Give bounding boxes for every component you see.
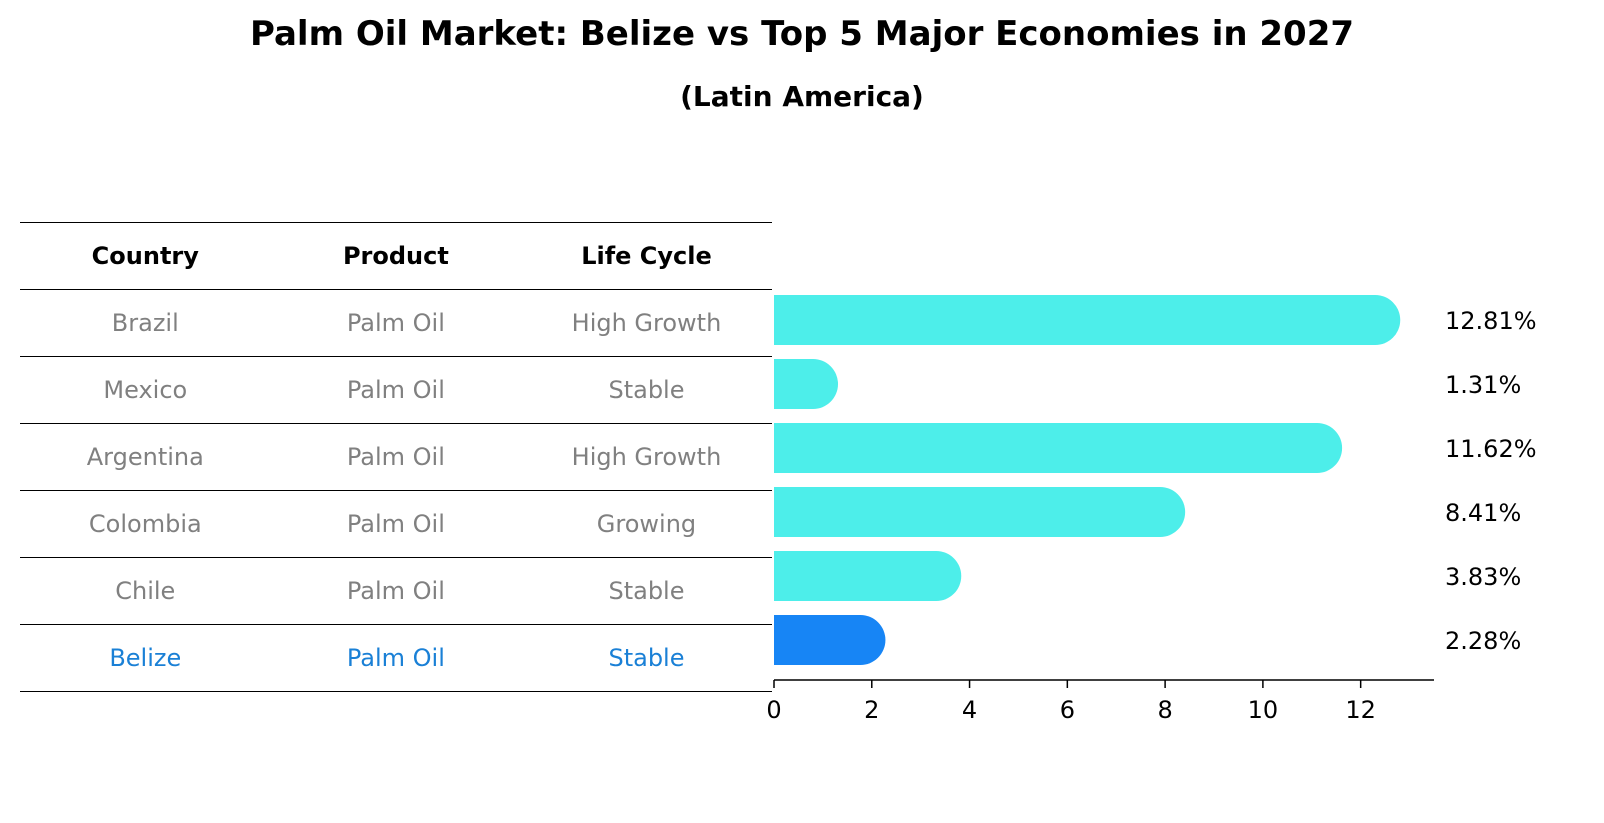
table-row: Brazil Palm Oil High Growth bbox=[20, 289, 772, 356]
bar-value-label: 2.28% bbox=[1445, 627, 1521, 655]
bar-value-label: 11.62% bbox=[1445, 435, 1537, 463]
data-table: Country Product Life Cycle Brazil Palm Oil Hi… bbox=[20, 222, 772, 692]
table-header-cell: Country bbox=[91, 242, 199, 270]
table-row: Colombia Palm Oil Growing bbox=[20, 490, 772, 557]
table-row: Belize Palm Oil Stable bbox=[20, 624, 772, 692]
table-cell: Stable bbox=[608, 644, 685, 672]
bar-value-label: 12.81% bbox=[1445, 307, 1537, 335]
table-cell: Mexico bbox=[103, 376, 188, 404]
table-header-cell: Product bbox=[342, 242, 449, 270]
table-cell: Palm Oil bbox=[346, 577, 445, 605]
table-cell: Brazil bbox=[111, 309, 179, 337]
table-cell: Palm Oil bbox=[346, 376, 445, 404]
bar-belize bbox=[774, 615, 886, 665]
bar-colombia bbox=[774, 487, 1186, 537]
table-cell: Growing bbox=[596, 510, 697, 538]
table-row: Chile Palm Oil Stable bbox=[20, 557, 772, 624]
bar-brazil bbox=[774, 295, 1401, 345]
chart-title: Palm Oil Market: Belize vs Top 5 Major E… bbox=[249, 14, 1355, 54]
table-row: Argentina Palm Oil High Growth bbox=[20, 423, 772, 490]
table-cell: Stable bbox=[608, 376, 685, 404]
table-cell: Colombia bbox=[88, 510, 202, 538]
x-tick-label: 10 bbox=[1248, 696, 1279, 724]
table-cell: Palm Oil bbox=[346, 443, 445, 471]
table-cell: Argentina bbox=[86, 443, 204, 471]
x-tick-label: 6 bbox=[1060, 696, 1075, 724]
table-cell: Palm Oil bbox=[346, 644, 445, 672]
table-row: Mexico Palm Oil Stable bbox=[20, 356, 772, 423]
x-tick-label: 8 bbox=[1157, 696, 1172, 724]
table-header-row: Country Product Life Cycle bbox=[20, 222, 772, 289]
table-cell: Stable bbox=[608, 577, 685, 605]
bar-value-label: 3.83% bbox=[1445, 563, 1521, 591]
table-cell: High Growth bbox=[571, 309, 722, 337]
table-cell: Palm Oil bbox=[346, 510, 445, 538]
chart-subtitle: (Latin America) bbox=[680, 80, 924, 113]
table-header-cell: Life Cycle bbox=[581, 242, 712, 270]
bar-value-label: 1.31% bbox=[1445, 371, 1521, 399]
bar-mexico bbox=[774, 359, 839, 409]
x-tick-label: 2 bbox=[864, 696, 879, 724]
bar-argentina bbox=[774, 423, 1343, 473]
x-tick-label: 4 bbox=[962, 696, 977, 724]
table-cell: High Growth bbox=[571, 443, 722, 471]
table-cell: Belize bbox=[109, 644, 182, 672]
table-cell: Chile bbox=[115, 577, 176, 605]
bar-chile bbox=[774, 551, 962, 601]
bar-value-label: 8.41% bbox=[1445, 499, 1521, 527]
x-tick-label: 12 bbox=[1345, 696, 1376, 724]
x-tick-label: 0 bbox=[766, 696, 781, 724]
table-cell: Palm Oil bbox=[346, 309, 445, 337]
